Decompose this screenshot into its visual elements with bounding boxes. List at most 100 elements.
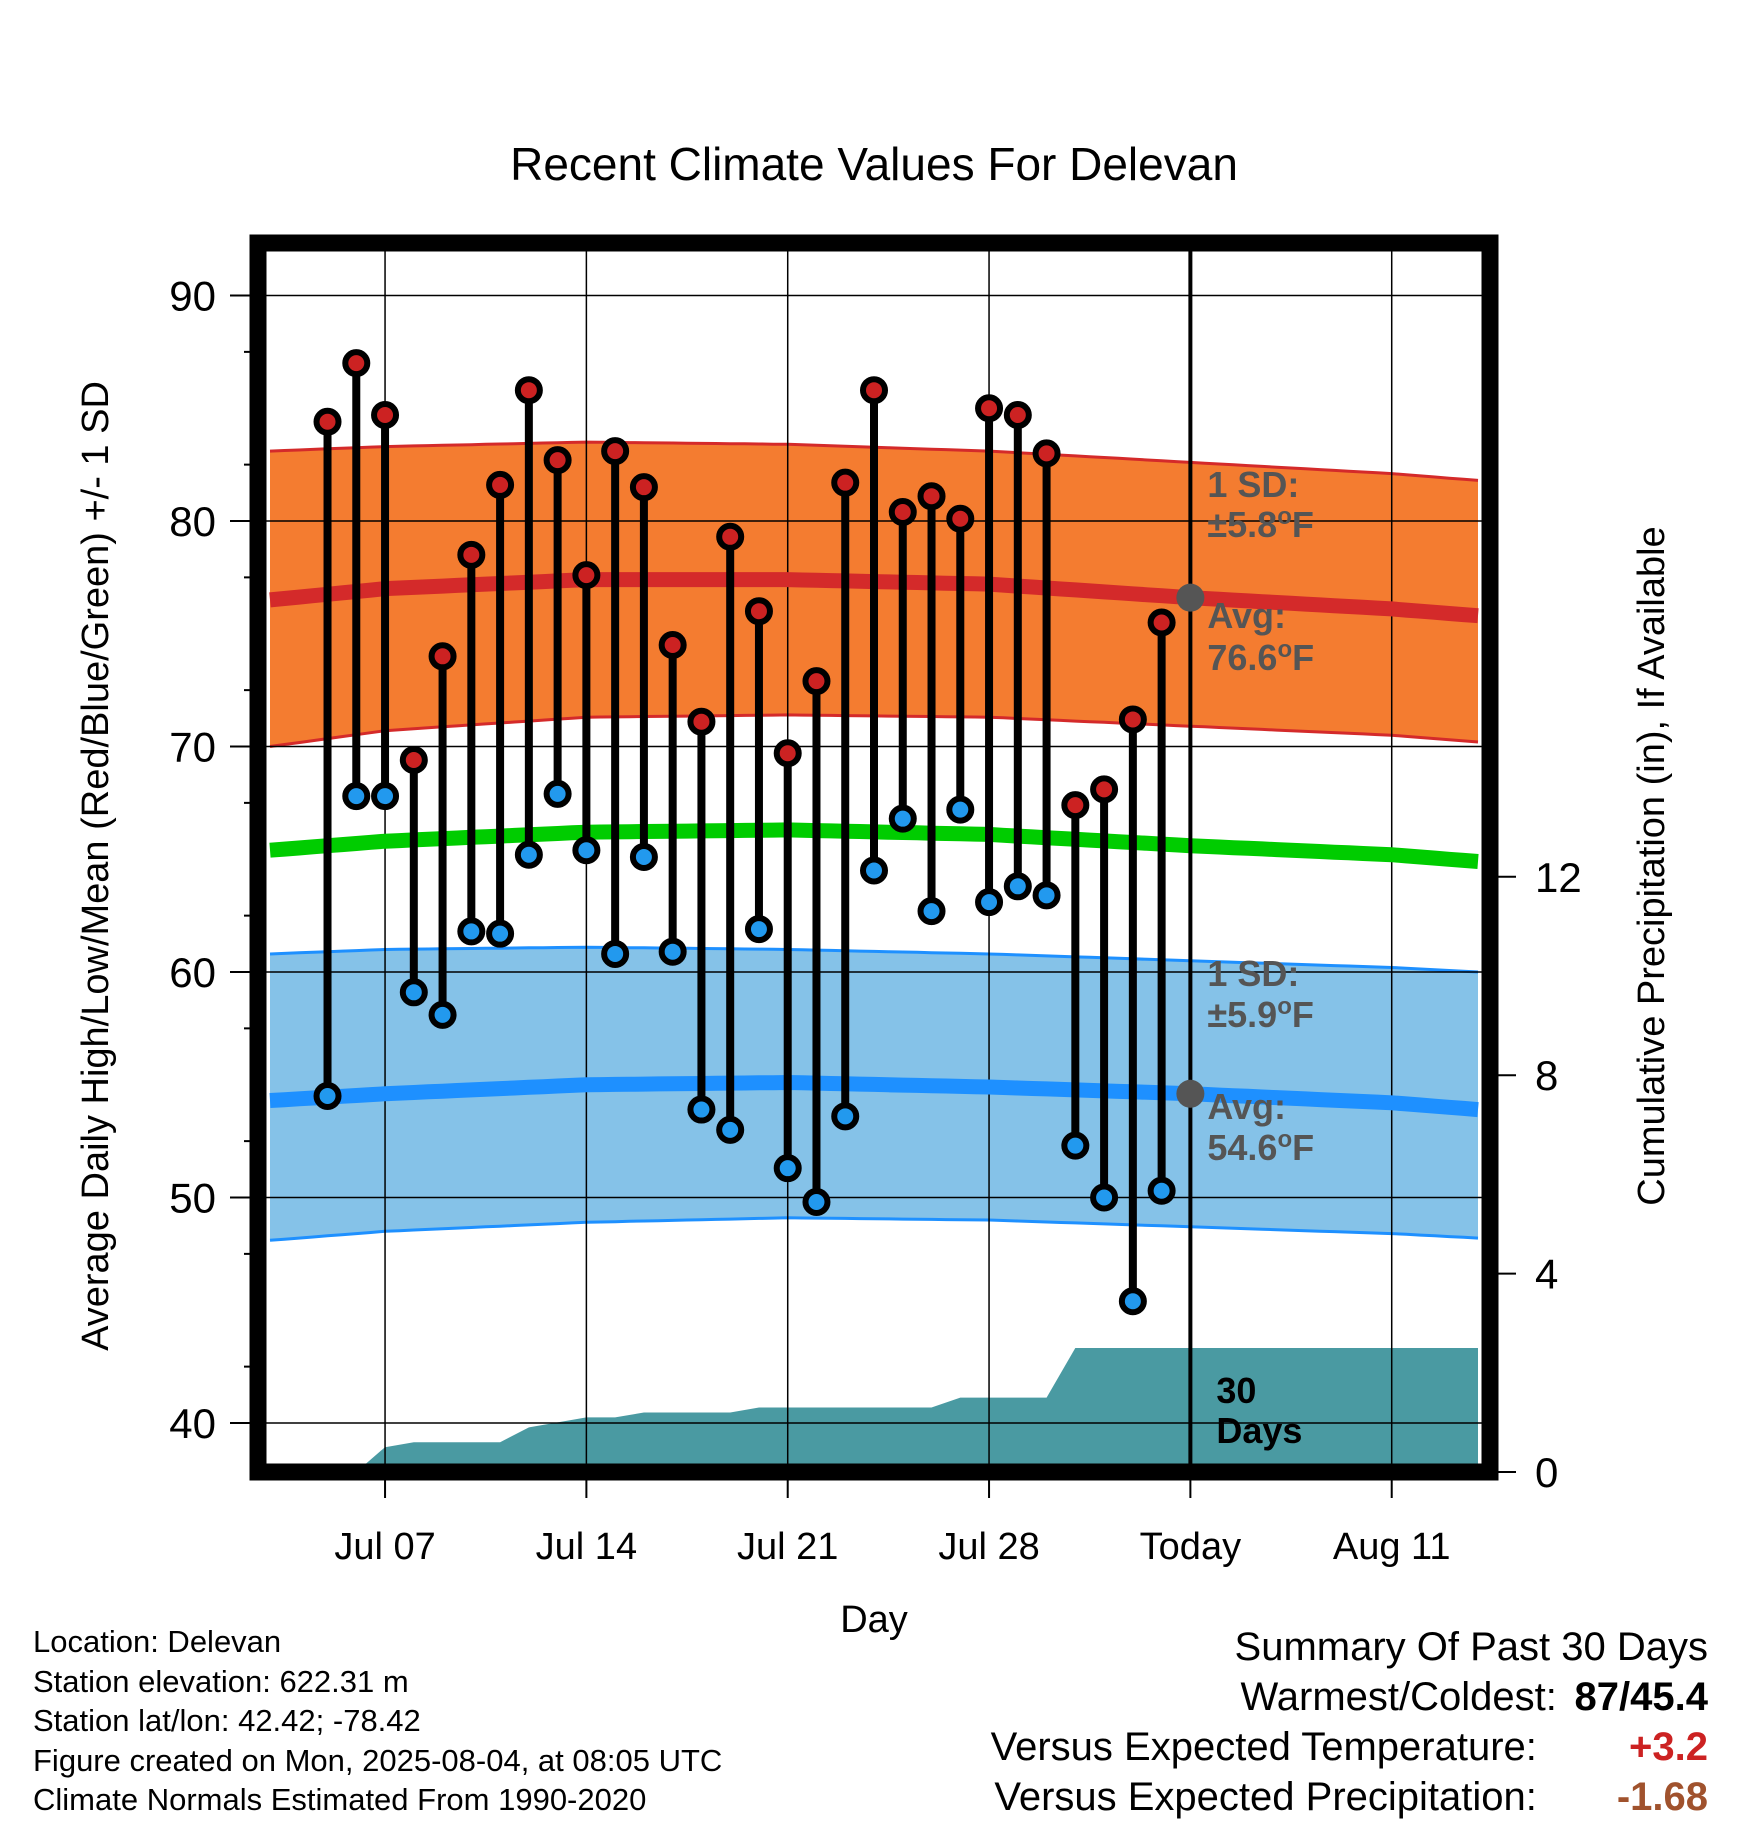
x-tick-label: Jul 21 <box>737 1526 838 1568</box>
x-axis-label: Day <box>840 1599 908 1641</box>
daily-low-point <box>975 888 1004 917</box>
daily-high-point <box>1118 705 1147 734</box>
summary-warmest-row: Warmest/Coldest: 87/45.4 <box>808 1672 1709 1722</box>
y-tick-label: 70 <box>169 724 216 771</box>
y-tick-label: 60 <box>169 949 216 996</box>
precip-area <box>356 1348 1478 1472</box>
daily-high-point <box>629 473 658 502</box>
chart-title: Recent Climate Values For Delevan <box>510 138 1238 190</box>
daily-low-point <box>486 919 515 948</box>
daily-high-point <box>917 482 946 511</box>
warmest-coldest-label: Warmest/Coldest: <box>1240 1675 1557 1719</box>
daily-low-point <box>371 782 400 811</box>
y-tick-label: 50 <box>169 1175 216 1222</box>
low-sd-lower-line <box>269 1216 1479 1242</box>
daily-high-point <box>773 739 802 768</box>
daily-low-point <box>888 804 917 833</box>
x-tick-label: Jul 07 <box>334 1526 435 1568</box>
daily-high-point <box>1090 775 1119 804</box>
daily-low-point <box>687 1095 716 1124</box>
normal-high-marker <box>1176 583 1205 612</box>
daily-low-point <box>1061 1131 1090 1160</box>
daily-low-point <box>1118 1287 1147 1316</box>
y-axis-label: Average Daily High/Low/Mean (Red/Blue/Gr… <box>75 381 117 1351</box>
low-avg-value: 54.6oF <box>1207 1126 1314 1168</box>
daily-low-point <box>572 836 601 865</box>
precip-days-label: 30 <box>1216 1370 1256 1411</box>
precip-anomaly-value: -1.68 <box>1616 1775 1708 1819</box>
high-avg-value: 76.6oF <box>1207 636 1314 678</box>
temp-anomaly-value: +3.2 <box>1629 1725 1708 1769</box>
warmest-value: 87 <box>1574 1675 1620 1719</box>
latlon-text: Station lat/lon: 42.42; -78.42 <box>33 1703 421 1738</box>
daily-high-point <box>658 631 687 660</box>
daily-low-point <box>629 842 658 871</box>
low-sd-label: 1 SD: <box>1207 953 1299 994</box>
created-text: Figure created on Mon, 2025-08-04, at 08… <box>33 1742 723 1778</box>
x-tick-label: Jul 14 <box>536 1526 637 1568</box>
daily-high-point <box>975 394 1004 423</box>
station-info: Location: Delevan Station elevation: 622… <box>33 1622 933 1820</box>
daily-high-point <box>514 376 543 405</box>
daily-high-point <box>744 597 773 626</box>
daily-low-point <box>1032 881 1061 910</box>
daily-high-point <box>1061 791 1090 820</box>
daily-high-point <box>1147 608 1176 637</box>
normals-text: Climate Normals Estimated From 1990-2020 <box>33 1782 647 1817</box>
low-avg-label: Avg: <box>1207 1086 1286 1127</box>
daily-low-point <box>860 856 888 885</box>
location-text: Location: Delevan <box>33 1624 282 1659</box>
y2-tick-label: 12 <box>1535 854 1582 901</box>
daily-high-point <box>543 446 572 475</box>
daily-low-point <box>946 795 975 824</box>
daily-low-point <box>1090 1183 1119 1212</box>
daily-low-point <box>658 937 687 966</box>
high-sd-value: ±5.8oF <box>1207 503 1313 545</box>
x-tick-label: Today <box>1140 1526 1241 1568</box>
summary-temp-row: Versus Expected Temperature: +3.2 <box>808 1722 1708 1772</box>
daily-high-point <box>802 667 831 696</box>
daily-low-point <box>1147 1176 1176 1205</box>
summary-precip-row: Versus Expected Precipitation: -1.68 <box>808 1772 1708 1822</box>
daily-high-point <box>572 561 601 590</box>
low-sd-band <box>270 947 1478 1241</box>
summary-panel: Summary Of Past 30 Days Warmest/Coldest:… <box>808 1622 1708 1822</box>
daily-low-point <box>457 917 486 946</box>
precip-anomaly-label: Versus Expected Precipitation: <box>994 1775 1537 1819</box>
y-tick-label: 90 <box>169 273 216 320</box>
warmest-coldest-value: 87/45.4 <box>1568 1672 1708 1722</box>
daily-high-point <box>486 470 515 499</box>
temp-anomaly-label: Versus Expected Temperature: <box>990 1725 1537 1769</box>
daily-high-point <box>1032 439 1061 468</box>
daily-low-point <box>773 1154 802 1183</box>
high-sd-label: 1 SD: <box>1207 464 1299 505</box>
daily-low-point <box>917 897 946 926</box>
daily-high-point <box>342 349 371 378</box>
y2-axis-label: Cumulative Precipitation (in), If Availa… <box>1631 526 1673 1205</box>
normal-low-line <box>269 1074 1479 1118</box>
daily-low-point <box>342 782 371 811</box>
daily-high-point <box>716 522 745 551</box>
daily-low-point <box>831 1102 860 1131</box>
daily-high-point <box>687 707 716 736</box>
low-sd-value: ±5.9oF <box>1207 993 1313 1035</box>
y-tick-label: 80 <box>169 498 216 545</box>
daily-high-point <box>831 468 860 497</box>
daily-high-point <box>888 497 917 526</box>
daily-low-point <box>601 939 630 968</box>
daily-high-point <box>428 642 457 671</box>
daily-high-point <box>371 401 400 430</box>
daily-high-point <box>1003 401 1032 430</box>
high-avg-label: Avg: <box>1207 595 1286 636</box>
summary-title: Summary Of Past 30 Days <box>1234 1625 1708 1669</box>
daily-low-point <box>744 915 773 944</box>
y2-tick-label: 4 <box>1535 1251 1558 1298</box>
y2-tick-label: 0 <box>1535 1449 1558 1496</box>
daily-low-point <box>514 840 543 869</box>
plot-frame <box>249 234 1499 1481</box>
daily-low-point <box>543 779 572 808</box>
daily-low-point <box>802 1188 831 1217</box>
